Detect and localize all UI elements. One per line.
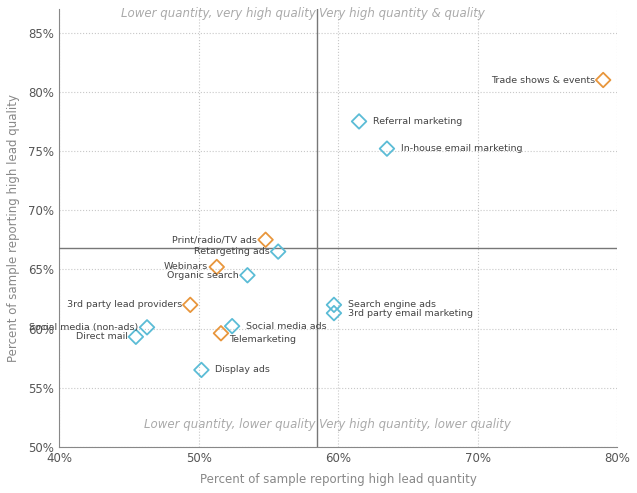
Text: Lower quantity, lower quality: Lower quantity, lower quality: [145, 419, 316, 431]
Text: Telemarketing: Telemarketing: [229, 335, 296, 344]
X-axis label: Percent of sample reporting high lead quantity: Percent of sample reporting high lead qu…: [199, 473, 476, 486]
Text: In-house email marketing: In-house email marketing: [401, 144, 522, 153]
Point: [242, 271, 252, 279]
Text: Referral marketing: Referral marketing: [373, 117, 462, 126]
Point: [216, 329, 226, 337]
Point: [196, 366, 206, 374]
Point: [329, 301, 339, 309]
Point: [273, 247, 283, 255]
Text: Retargeting ads: Retargeting ads: [194, 247, 270, 256]
Text: Direct mail: Direct mail: [76, 332, 127, 341]
Text: Social media (non-ads): Social media (non-ads): [29, 323, 139, 332]
Text: 3rd party email marketing: 3rd party email marketing: [348, 309, 473, 317]
Text: 3rd party lead providers: 3rd party lead providers: [67, 300, 182, 309]
Point: [211, 263, 222, 271]
Point: [382, 145, 392, 153]
Text: Very high quantity, lower quality: Very high quantity, lower quality: [318, 419, 510, 431]
Text: Search engine ads: Search engine ads: [348, 300, 436, 309]
Text: Trade shows & events: Trade shows & events: [490, 75, 595, 84]
Point: [354, 117, 364, 125]
Y-axis label: Percent of sample reporting high lead quality: Percent of sample reporting high lead qu…: [7, 94, 20, 362]
Point: [261, 236, 271, 244]
Point: [142, 323, 152, 331]
Text: Social media ads: Social media ads: [246, 321, 327, 331]
Point: [329, 309, 339, 317]
Text: Display ads: Display ads: [215, 365, 270, 375]
Text: Lower quantity, very high quality: Lower quantity, very high quality: [121, 6, 316, 20]
Point: [227, 322, 237, 330]
Text: Print/radio/TV ads: Print/radio/TV ads: [173, 235, 257, 244]
Text: Webinars: Webinars: [164, 262, 208, 272]
Point: [598, 76, 608, 84]
Point: [185, 301, 196, 309]
Text: Very high quantity & quality: Very high quantity & quality: [318, 6, 485, 20]
Text: Organic search: Organic search: [168, 271, 239, 280]
Point: [131, 333, 141, 341]
